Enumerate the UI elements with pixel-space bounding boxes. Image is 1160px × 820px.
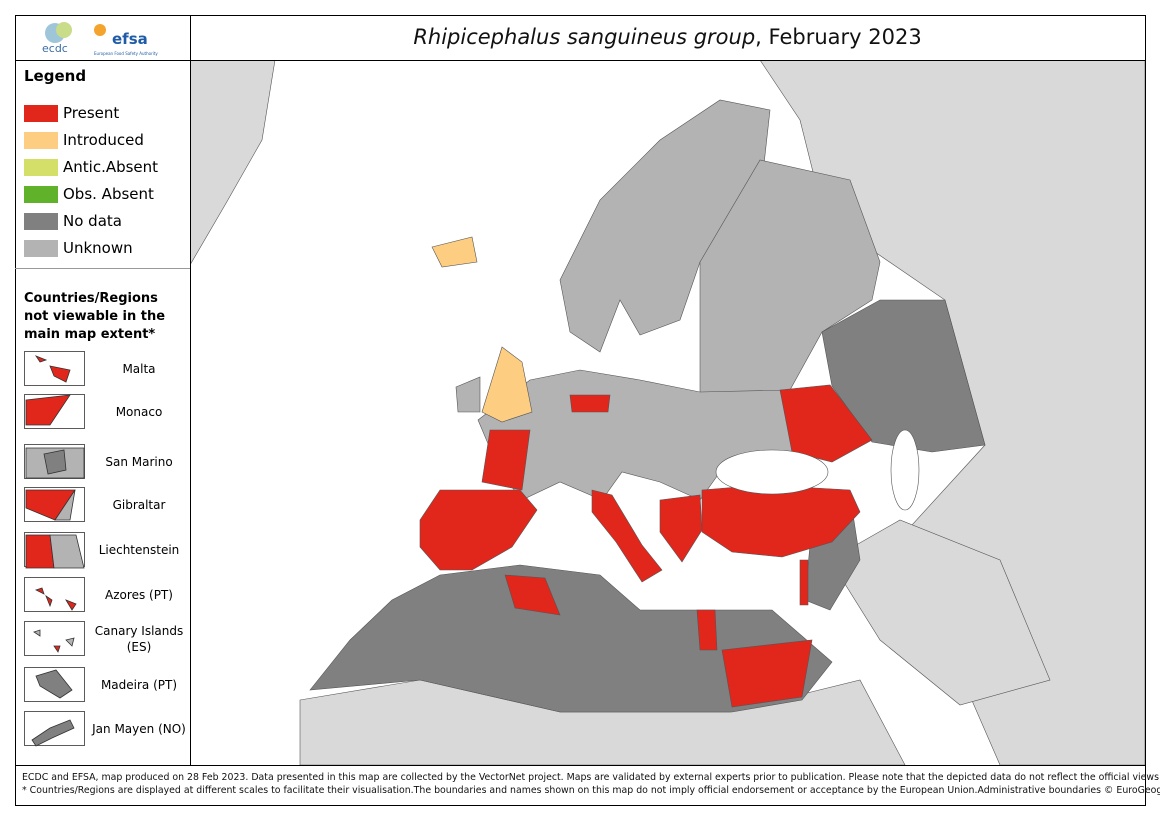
map-title: Rhipicephalus sanguineus group, February…	[190, 15, 1145, 60]
inset-shape	[33, 629, 41, 637]
inset-shape	[54, 489, 76, 521]
legend-swatch	[24, 159, 58, 176]
inset-shape	[65, 599, 77, 611]
map-area	[190, 60, 1145, 765]
inset-label: Madeira (PT)	[100, 678, 178, 692]
inset-label: Gibraltar	[112, 498, 166, 512]
legend-swatch	[24, 132, 58, 149]
inset-shape	[49, 534, 85, 569]
legend-label: Unknown	[63, 239, 133, 257]
legend-swatch	[24, 105, 58, 122]
inset-label: Canary Islands (ES)	[94, 624, 184, 654]
frame	[15, 15, 1146, 806]
legend-swatch	[24, 240, 58, 257]
inset-shape	[34, 587, 45, 595]
inset-label: Azores (PT)	[105, 588, 173, 602]
inset-label: San Marino	[105, 455, 173, 469]
inset-shape	[34, 355, 48, 363]
legend-heading: Legend	[24, 67, 87, 85]
inset-shape	[43, 449, 67, 475]
inset-shape	[31, 719, 75, 747]
inset-shape	[53, 645, 61, 653]
logo-efsa-sub: European Food Safety Authority	[94, 51, 158, 56]
legend-label: Present	[63, 104, 120, 122]
inset-box	[24, 621, 85, 656]
legend-label: Introduced	[63, 131, 144, 149]
legend-swatch	[24, 213, 58, 230]
inset-label: Liechtenstein	[98, 543, 180, 557]
footer-line: * Countries/Regions are displayed at dif…	[22, 785, 1160, 796]
inset-shape	[35, 669, 73, 699]
footer-line: ECDC and EFSA, map produced on 28 Feb 20…	[22, 772, 1160, 783]
inset-shape	[49, 365, 71, 383]
logo-efsa: efsa	[112, 30, 148, 48]
legend-label: Antic.Absent	[63, 158, 159, 176]
inset-label: Jan Mayen (NO)	[92, 722, 186, 736]
legend-label: Obs. Absent	[63, 185, 154, 203]
insets-heading: Countries/Regions not viewable in the ma…	[24, 291, 166, 342]
inset-box	[24, 577, 85, 612]
title-rest: , February 2023	[755, 25, 922, 49]
inset-shape	[25, 394, 71, 426]
logo-ecdc: ecdc	[42, 42, 68, 55]
title-italic: Rhipicephalus sanguineus group	[413, 25, 756, 49]
inset-label: Malta	[122, 362, 156, 376]
inset-shape	[45, 594, 53, 608]
inset-label: Monaco	[115, 405, 163, 419]
legend-swatch	[24, 186, 58, 203]
inset-shape	[65, 637, 75, 647]
logos: ecdc efsa European Food Safety Authority	[42, 22, 158, 56]
inset-shape	[25, 534, 55, 569]
legend-label: No data	[63, 212, 122, 230]
inset-boxes	[24, 351, 85, 747]
